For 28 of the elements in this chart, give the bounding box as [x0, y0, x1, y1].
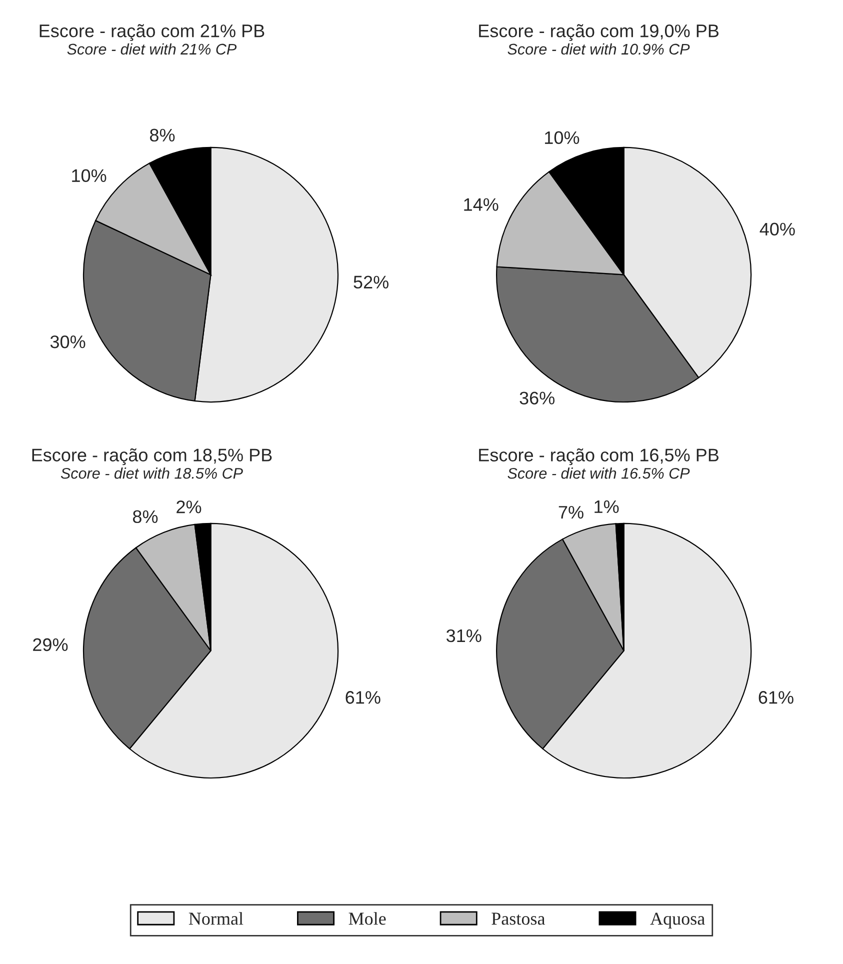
data-label: 40% [760, 222, 795, 236]
chart-subtitle: Score - diet with 21% CP [67, 43, 237, 55]
data-label: 14% [464, 198, 498, 211]
data-label: 1% [594, 500, 619, 514]
data-label: 61% [346, 691, 380, 704]
chart-title: Escore - ração com 18,5% PB [32, 448, 272, 466]
chart-title: Escore - ração com 19,0% PB [479, 24, 719, 41]
data-label: 2% [176, 500, 202, 514]
legend-label: Pastosa [492, 912, 546, 925]
legend-label: Mole [348, 912, 386, 925]
legend-label: Aquosa [650, 912, 705, 928]
data-label: 30% [50, 335, 86, 348]
chart-subtitle: Score - diet with 16.5% CP [508, 468, 690, 479]
data-label: 7% [558, 506, 584, 519]
data-label: 8% [132, 510, 158, 524]
data-label: 31% [446, 629, 482, 642]
chart-title: Escore - ração com 21% PB [40, 24, 264, 41]
legend-label: Normal [188, 912, 244, 925]
data-label: 61% [758, 691, 794, 704]
data-label: 8% [150, 128, 175, 142]
data-label: 52% [354, 276, 388, 289]
chart-title: Escore - ração com 16,5% PB [479, 448, 719, 466]
data-label: 29% [33, 638, 68, 652]
chart-subtitle: Score - diet with 18.5% CP [60, 468, 243, 479]
data-label: 10% [545, 131, 580, 144]
data-label: 10% [72, 169, 106, 182]
chart-subtitle: Score - diet with 10.9% CP [508, 43, 690, 55]
data-label: 36% [520, 392, 555, 404]
